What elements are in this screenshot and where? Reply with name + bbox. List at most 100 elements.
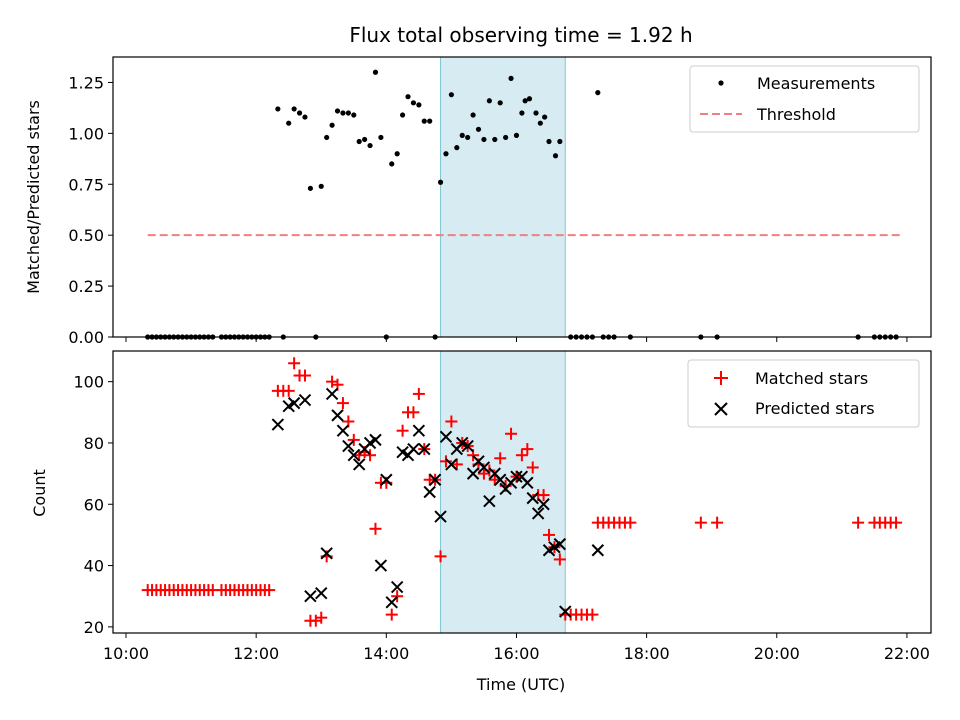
legend-label-measurements: Measurements xyxy=(757,74,875,93)
predicted-stars-point xyxy=(336,424,350,437)
matched-stars-point xyxy=(488,473,501,486)
measurements-point xyxy=(286,120,292,126)
measurements-point xyxy=(557,138,563,145)
measurements-point xyxy=(334,108,341,114)
bottom-y-tick-label: 80 xyxy=(84,434,104,453)
measurements-point xyxy=(421,118,427,124)
measurements-point xyxy=(345,110,351,116)
matched-stars-point xyxy=(526,461,539,474)
measurements-point xyxy=(443,151,449,157)
predicted-stars-point xyxy=(445,458,458,471)
measurements-point xyxy=(367,142,373,149)
predicted-stars-point xyxy=(369,433,382,447)
measurements-point xyxy=(302,114,308,120)
matched-stars-point xyxy=(586,608,599,621)
bottom-plot-frame xyxy=(112,350,932,634)
predicted-stars-point xyxy=(537,498,550,511)
measurements-point xyxy=(537,120,543,126)
legend-marker-measurements xyxy=(718,80,724,86)
bottom-x-tick-label: 18:00 xyxy=(624,644,670,663)
measurements-point xyxy=(437,179,444,185)
predicted-stars-point xyxy=(271,418,285,431)
measurements-point xyxy=(416,102,422,108)
bottom-x-tick-label: 16:00 xyxy=(493,644,539,663)
measurements-point xyxy=(492,136,498,143)
predicted-stars-point xyxy=(325,387,339,401)
matched-stars-point xyxy=(553,553,566,566)
chart-title: Flux total observing time = 1.92 h xyxy=(349,23,692,47)
top-y-tick-label: 1.25 xyxy=(68,73,104,92)
bottom-y-tick-label: 20 xyxy=(84,618,104,637)
matched-stars-point xyxy=(494,452,507,465)
top-panel: Flux total observing time = 1.92 h 0.00 0… xyxy=(24,23,932,347)
matched-stars-point xyxy=(439,455,452,468)
measurements-point xyxy=(465,134,471,141)
measurements-point xyxy=(513,132,520,138)
top-y-tick-label: 1.00 xyxy=(68,124,104,143)
predicted-stars-point xyxy=(434,510,447,523)
predicted-stars-point xyxy=(510,470,523,483)
matched-stars-point xyxy=(694,516,707,529)
top-shaded-interval xyxy=(440,56,566,338)
measurements-point xyxy=(329,122,335,128)
predicted-stars-point xyxy=(418,442,431,456)
matched-stars-point xyxy=(711,516,724,529)
predicted-stars-point xyxy=(428,473,442,486)
bottom-x-tick-label: 14:00 xyxy=(363,644,409,663)
matched-stars-point xyxy=(282,384,295,397)
matched-stars-point xyxy=(450,458,463,471)
legend-marker-predicted-stars xyxy=(714,402,728,416)
measurements-point xyxy=(448,92,454,98)
top-legend: Measurements Threshold xyxy=(689,65,920,133)
bottom-x-tick-label: 12:00 xyxy=(233,644,279,663)
predicted-stars-point xyxy=(553,537,567,551)
matched-stars-point xyxy=(369,522,382,535)
predicted-stars-point xyxy=(412,424,426,437)
measurements-point xyxy=(307,185,313,191)
matched-stars-point xyxy=(407,406,420,419)
predicted-stars-point xyxy=(374,559,388,572)
matched-stars-point xyxy=(263,584,276,597)
predicted-stars-point xyxy=(461,439,474,453)
matched-stars-point xyxy=(364,449,377,462)
bottom-x-tick-label: 20:00 xyxy=(754,644,800,663)
matched-stars-point xyxy=(391,590,404,603)
measurements-point xyxy=(410,100,417,106)
measurements-point xyxy=(291,106,297,112)
matched-stars-point xyxy=(890,516,903,529)
measurements-point xyxy=(481,136,487,143)
predicted-stars-point xyxy=(591,544,605,557)
matched-stars-point xyxy=(347,433,360,446)
predicted-stars-point xyxy=(342,439,355,453)
measurements-point xyxy=(427,118,433,124)
predicted-stars-point xyxy=(304,590,317,603)
top-y-tick-label: 0.00 xyxy=(68,328,104,347)
predicted-stars-point xyxy=(493,473,507,486)
measurements-point xyxy=(362,136,368,143)
measurements-point xyxy=(508,75,514,81)
measurements-point xyxy=(405,94,411,100)
measurements-point xyxy=(318,183,324,189)
bottom-y-tick-label: 60 xyxy=(84,495,104,514)
bottom-y-axis-label: Count xyxy=(30,469,49,517)
measurements-point xyxy=(475,126,482,132)
measurements-point xyxy=(340,110,346,116)
bottom-x-tick-label: 22:00 xyxy=(884,644,930,663)
bottom-legend: Matched stars Predicted stars xyxy=(687,359,920,428)
top-y-tick-label: 0.25 xyxy=(68,277,104,296)
matched-stars-point xyxy=(543,528,556,541)
predicted-stars-point xyxy=(439,430,453,444)
predicted-stars-point xyxy=(407,442,420,456)
bottom-y-tick-label: 40 xyxy=(84,557,104,576)
measurements-point xyxy=(356,138,362,145)
measurements-point xyxy=(275,106,281,112)
predicted-stars-point xyxy=(352,458,366,471)
bottom-panel: 20 40 60 80 100 10:00 12:00 14:00 16:00 18:00 20:… xyxy=(30,350,932,694)
legend-label-matched-stars: Matched stars xyxy=(755,369,868,388)
matched-stars-point xyxy=(852,516,865,529)
measurements-point xyxy=(378,134,384,141)
matched-stars-point xyxy=(288,357,301,370)
measurements-point xyxy=(595,90,601,96)
top-y-tick-label: 0.50 xyxy=(68,226,104,245)
predicted-stars-point xyxy=(531,507,545,520)
